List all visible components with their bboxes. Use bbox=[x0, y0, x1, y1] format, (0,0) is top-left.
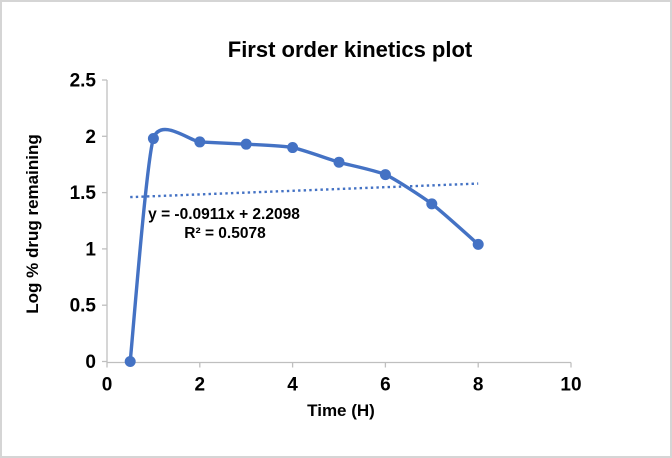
y-tick-label: 2 bbox=[85, 127, 96, 148]
data-series bbox=[124, 127, 484, 367]
data-point-marker bbox=[379, 169, 391, 181]
data-point-marker bbox=[124, 356, 136, 367]
y-tick-label: 1.5 bbox=[70, 183, 97, 204]
x-tick-label: 10 bbox=[560, 375, 581, 396]
chart-title: First order kinetics plot bbox=[228, 37, 473, 62]
data-point-marker bbox=[287, 142, 299, 154]
trendline-dotted bbox=[130, 182, 479, 199]
y-tick-label: 1 bbox=[85, 239, 96, 260]
x-tick-label: 6 bbox=[380, 375, 391, 396]
trendline bbox=[130, 182, 479, 199]
x-tick-label: 8 bbox=[473, 375, 484, 396]
data-point-marker bbox=[426, 198, 438, 210]
x-tick-label: 0 bbox=[102, 375, 113, 396]
trendline-equation: y = -0.0911x + 2.2098 bbox=[148, 206, 300, 223]
data-point-marker bbox=[147, 133, 159, 145]
data-point-marker bbox=[472, 238, 484, 250]
data-point-marker bbox=[194, 136, 206, 148]
y-tick-label: 2.5 bbox=[70, 71, 97, 92]
trendline-r-squared: R² = 0.5078 bbox=[184, 225, 266, 242]
axes: 0 0.5 1 1.5 2 2.5 0 2 4 6 8 10 bbox=[70, 71, 582, 396]
data-point-marker bbox=[240, 138, 252, 150]
x-tick-label: 4 bbox=[287, 375, 298, 396]
data-point-marker bbox=[333, 156, 345, 168]
x-axis-title: Time (H) bbox=[307, 401, 375, 420]
y-tick-label: 0.5 bbox=[70, 296, 97, 317]
x-tick-label: 2 bbox=[195, 375, 206, 396]
series-line bbox=[128, 127, 480, 364]
y-tick-label: 0 bbox=[85, 352, 96, 373]
y-axis-title: Log % drug remaining bbox=[23, 134, 42, 313]
